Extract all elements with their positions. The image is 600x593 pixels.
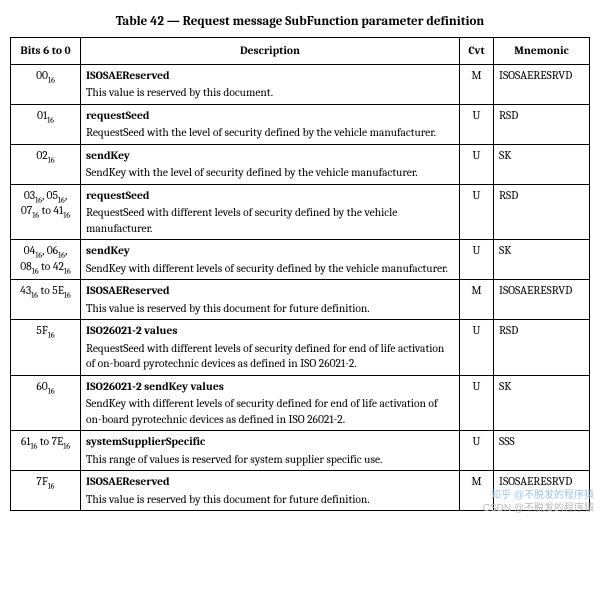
cell-bits: 0116: [11, 104, 81, 144]
cell-cvt: U: [460, 320, 494, 376]
cell-cvt: M: [460, 280, 494, 320]
subfunction-table: Bits 6 to 0 Description Cvt Mnemonic 001…: [10, 37, 590, 511]
cell-mnemonic: ISOSAERESRVD: [494, 471, 590, 511]
table-row: 0216sendKeySendKey with the level of sec…: [11, 144, 590, 184]
table-row: 7F16 ISOSAEReserved This value is reserved…: [11, 471, 590, 511]
description-term: sendKey: [86, 243, 454, 259]
table-row: 5F16 ISO26021-2 values RequestSeed with di…: [11, 320, 590, 376]
table-row: 6016ISO26021-2 sendKey valuesSendKey wit…: [11, 375, 590, 431]
cell-description: sendKeySendKey with the level of securit…: [81, 144, 460, 184]
col-header-cvt: Cvt: [460, 38, 494, 65]
cell-description: sendKey SendKey with different levels of …: [81, 240, 460, 280]
cell-mnemonic: RSD: [494, 104, 590, 144]
cell-mnemonic: RSD: [494, 184, 590, 240]
cell-description: systemSupplierSpecific This range of valu…: [81, 431, 460, 471]
cell-bits: 6016: [11, 375, 81, 431]
cell-mnemonic: SK: [494, 144, 590, 184]
cell-cvt: M: [460, 471, 494, 511]
cell-description: requestSeedRequestSeed with the level of…: [81, 104, 460, 144]
description-term: sendKey: [86, 148, 454, 164]
description-term: requestSeed: [86, 188, 454, 204]
col-header-mnemonic: Mnemonic: [494, 38, 590, 65]
cell-mnemonic: ISOSAERESRVD: [494, 64, 590, 104]
cell-mnemonic: SK: [494, 375, 590, 431]
cell-mnemonic: RSD: [494, 320, 590, 376]
cell-cvt: U: [460, 240, 494, 280]
description-explanation: SendKey with different levels of securit…: [86, 396, 454, 427]
table-row: 0416, 0616, 0816 to 4216 sendKey SendKey w…: [11, 240, 590, 280]
cell-cvt: U: [460, 184, 494, 240]
col-header-bits: Bits 6 to 0: [11, 38, 81, 65]
cell-bits: 0416, 0616, 0816 to 4216: [11, 240, 81, 280]
description-explanation: This value is reserved by this document …: [86, 301, 454, 317]
cell-description: requestSeedRequestSeed with different le…: [81, 184, 460, 240]
cell-cvt: U: [460, 104, 494, 144]
description-explanation: RequestSeed with different levels of sec…: [86, 205, 454, 236]
cell-cvt: U: [460, 144, 494, 184]
cell-cvt: U: [460, 431, 494, 471]
cell-bits: 0216: [11, 144, 81, 184]
description-term: ISOSAEReserved: [86, 474, 454, 490]
cell-mnemonic: SSS: [494, 431, 590, 471]
description-explanation: SendKey with different levels of securit…: [86, 261, 454, 277]
description-term: ISO26021-2 sendKey values: [86, 379, 454, 395]
description-explanation: RequestSeed with different levels of sec…: [86, 341, 454, 372]
cell-bits: 0016: [11, 64, 81, 104]
table-caption: Table 42 — Request message SubFunction p…: [10, 14, 590, 29]
cell-mnemonic: SK: [494, 240, 590, 280]
table-row: 0016ISOSAEReservedThis value is reserved…: [11, 64, 590, 104]
cell-mnemonic: ISOSAERESRVD: [494, 280, 590, 320]
cell-description: ISO26021-2 values RequestSeed with differ…: [81, 320, 460, 376]
cell-description: ISOSAEReserved This value is reserved by …: [81, 471, 460, 511]
description-term: ISOSAEReserved: [86, 283, 454, 299]
table-row: 4316 to 5E16 ISOSAEReserved This value is …: [11, 280, 590, 320]
description-explanation: SendKey with the level of security defin…: [86, 165, 454, 181]
description-term: requestSeed: [86, 108, 454, 124]
description-explanation: RequestSeed with the level of security d…: [86, 125, 454, 141]
description-term: ISO26021-2 values: [86, 323, 454, 339]
cell-cvt: M: [460, 64, 494, 104]
description-explanation: This value is reserved by this document …: [86, 492, 454, 508]
description-explanation: This value is reserved by this document.: [86, 85, 454, 101]
col-header-description: Description: [81, 38, 460, 65]
description-explanation: This range of values is reserved for sys…: [86, 452, 454, 468]
cell-bits: 0316, 0516, 0716 to 4116: [11, 184, 81, 240]
description-term: systemSupplierSpecific: [86, 434, 454, 450]
cell-cvt: U: [460, 375, 494, 431]
table-row: 0316, 0516, 0716 to 4116requestSeedReque…: [11, 184, 590, 240]
cell-bits: 5F16: [11, 320, 81, 376]
cell-bits: 4316 to 5E16: [11, 280, 81, 320]
cell-description: ISOSAEReservedThis value is reserved by …: [81, 64, 460, 104]
table-row: 6116 to 7E16 systemSupplierSpecific This r…: [11, 431, 590, 471]
cell-bits: 7F16: [11, 471, 81, 511]
cell-description: ISO26021-2 sendKey valuesSendKey with di…: [81, 375, 460, 431]
cell-description: ISOSAEReserved This value is reserved by …: [81, 280, 460, 320]
description-term: ISOSAEReserved: [86, 68, 454, 84]
cell-bits: 6116 to 7E16: [11, 431, 81, 471]
table-header-row: Bits 6 to 0 Description Cvt Mnemonic: [11, 38, 590, 65]
table-row: 0116requestSeedRequestSeed with the leve…: [11, 104, 590, 144]
